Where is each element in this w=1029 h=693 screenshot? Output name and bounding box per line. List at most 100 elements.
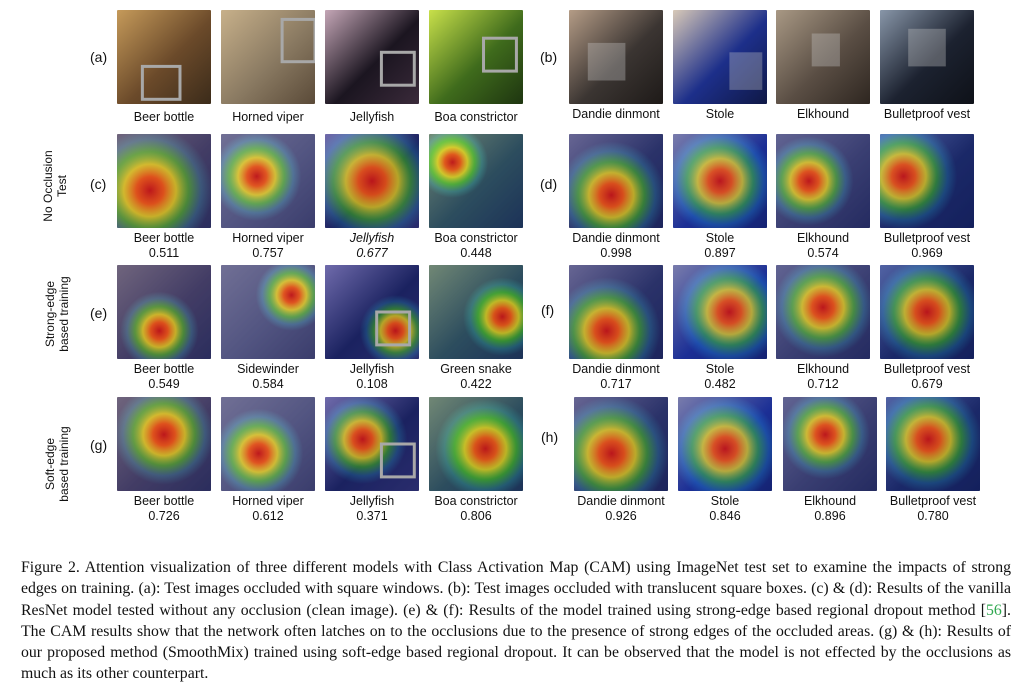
image-thumbnail bbox=[673, 134, 767, 228]
class-label: Elkhound bbox=[796, 231, 850, 245]
class-label: Stole bbox=[710, 494, 740, 508]
confidence-score: 0.108 bbox=[356, 377, 388, 391]
photo-background bbox=[880, 10, 974, 104]
image-thumbnail bbox=[117, 10, 211, 104]
cam-heatmap-overlay bbox=[880, 134, 974, 228]
image-thumbnail bbox=[880, 265, 974, 359]
image-thumbnail bbox=[221, 134, 315, 228]
confidence-score: 0.757 bbox=[252, 246, 284, 260]
panel-cell: Dandie dinmont 0.926 bbox=[561, 397, 681, 524]
panel-cell: Stole bbox=[660, 10, 780, 122]
panel-letter: (c) bbox=[90, 176, 107, 192]
panel-cell: Horned viper bbox=[208, 10, 328, 125]
image-thumbnail bbox=[221, 397, 315, 491]
class-label: Horned viper bbox=[232, 494, 304, 508]
panel-cell: Dandie dinmont 0.717 bbox=[556, 265, 676, 392]
class-label: Boa constrictor bbox=[434, 110, 518, 124]
confidence-score: 0.574 bbox=[807, 246, 839, 260]
image-thumbnail bbox=[325, 134, 419, 228]
panel-letter: (f) bbox=[541, 302, 555, 318]
class-label: Elkhound bbox=[803, 494, 857, 508]
class-label: Horned viper bbox=[232, 231, 304, 245]
image-thumbnail bbox=[117, 134, 211, 228]
class-label: Bulletproof vest bbox=[883, 362, 971, 376]
citation-link[interactable]: 56 bbox=[985, 601, 1002, 619]
panel-cell: Beer bottle 0.726 bbox=[104, 397, 224, 524]
panel-letter: (h) bbox=[541, 429, 559, 445]
panel-cell: Boa constrictor 0.806 bbox=[416, 397, 536, 524]
image-thumbnail bbox=[429, 10, 523, 104]
panel-cell: Horned viper 0.757 bbox=[208, 134, 328, 261]
class-label: Stole bbox=[705, 362, 735, 376]
confidence-score: 0.926 bbox=[605, 509, 637, 523]
image-thumbnail bbox=[776, 10, 870, 104]
panel-letter: (a) bbox=[90, 49, 108, 65]
confidence-score: 0.677 bbox=[356, 246, 388, 260]
image-thumbnail bbox=[880, 134, 974, 228]
occlusion-box bbox=[729, 52, 763, 90]
class-label: Stole bbox=[705, 107, 735, 121]
occlusion-box bbox=[482, 36, 518, 73]
cam-heatmap-overlay bbox=[569, 134, 663, 228]
image-thumbnail bbox=[673, 10, 767, 104]
panel-cell: Horned viper 0.612 bbox=[208, 397, 328, 524]
class-label: Jellyfish bbox=[349, 231, 395, 245]
cam-heatmap-overlay bbox=[783, 397, 877, 491]
panel-cell: Bulletproof vest 0.969 bbox=[867, 134, 987, 261]
image-thumbnail bbox=[325, 397, 419, 491]
cam-heatmap-overlay bbox=[569, 265, 663, 359]
class-label: Boa constrictor bbox=[434, 494, 518, 508]
confidence-score: 0.679 bbox=[911, 377, 943, 391]
confidence-score: 0.511 bbox=[148, 246, 180, 260]
panel-cell: Beer bottle 0.511 bbox=[104, 134, 224, 261]
confidence-score: 0.584 bbox=[252, 377, 284, 391]
confidence-score: 0.998 bbox=[600, 246, 632, 260]
figure-caption: Figure 2. Attention visualization of thr… bbox=[21, 559, 1011, 683]
row-label-soft-edge: Soft-edge based training bbox=[43, 426, 71, 502]
class-label: Stole bbox=[705, 231, 735, 245]
confidence-score: 0.897 bbox=[704, 246, 736, 260]
photo-background bbox=[673, 10, 767, 104]
class-label: Dandie dinmont bbox=[577, 494, 665, 508]
confidence-score: 0.371 bbox=[356, 509, 388, 523]
row-label-strong-edge: Strong-edge based training bbox=[43, 276, 71, 352]
cam-heatmap-overlay bbox=[221, 265, 315, 359]
class-label: Jellyfish bbox=[349, 494, 395, 508]
photo-background bbox=[325, 10, 419, 104]
image-thumbnail bbox=[429, 134, 523, 228]
image-thumbnail bbox=[574, 397, 668, 491]
occlusion-box bbox=[140, 64, 182, 101]
class-label: Dandie dinmont bbox=[572, 231, 660, 245]
confidence-score: 0.726 bbox=[148, 509, 180, 523]
panel-cell: Elkhound bbox=[763, 10, 883, 122]
image-thumbnail bbox=[429, 397, 523, 491]
image-thumbnail bbox=[221, 10, 315, 104]
cam-heatmap-overlay bbox=[678, 397, 772, 491]
photo-background bbox=[117, 10, 211, 104]
class-label: Bulletproof vest bbox=[889, 494, 977, 508]
panel-cell: Green snake 0.422 bbox=[416, 265, 536, 392]
occlusion-box bbox=[379, 442, 416, 479]
occlusion-box bbox=[811, 33, 840, 67]
panel-cell: Dandie dinmont 0.998 bbox=[556, 134, 676, 261]
image-thumbnail bbox=[325, 10, 419, 104]
confidence-score: 0.612 bbox=[252, 509, 284, 523]
cam-heatmap-overlay bbox=[221, 397, 315, 491]
panel-letter: (e) bbox=[90, 305, 108, 321]
class-label: Beer bottle bbox=[133, 362, 195, 376]
image-thumbnail bbox=[429, 265, 523, 359]
panel-cell: Bulletproof vest 0.679 bbox=[867, 265, 987, 392]
panel-letter: (g) bbox=[90, 437, 108, 453]
confidence-score: 0.806 bbox=[460, 509, 492, 523]
confidence-score: 0.422 bbox=[460, 377, 492, 391]
image-thumbnail bbox=[783, 397, 877, 491]
cam-heatmap-overlay bbox=[429, 397, 523, 491]
photo-background bbox=[776, 10, 870, 104]
image-thumbnail bbox=[325, 265, 419, 359]
cam-heatmap-overlay bbox=[574, 397, 668, 491]
occlusion-box bbox=[280, 17, 315, 64]
class-label: Beer bottle bbox=[133, 110, 195, 124]
panel-cell: Stole 0.897 bbox=[660, 134, 780, 261]
class-label: Jellyfish bbox=[349, 110, 395, 124]
class-label: Green snake bbox=[440, 362, 512, 376]
